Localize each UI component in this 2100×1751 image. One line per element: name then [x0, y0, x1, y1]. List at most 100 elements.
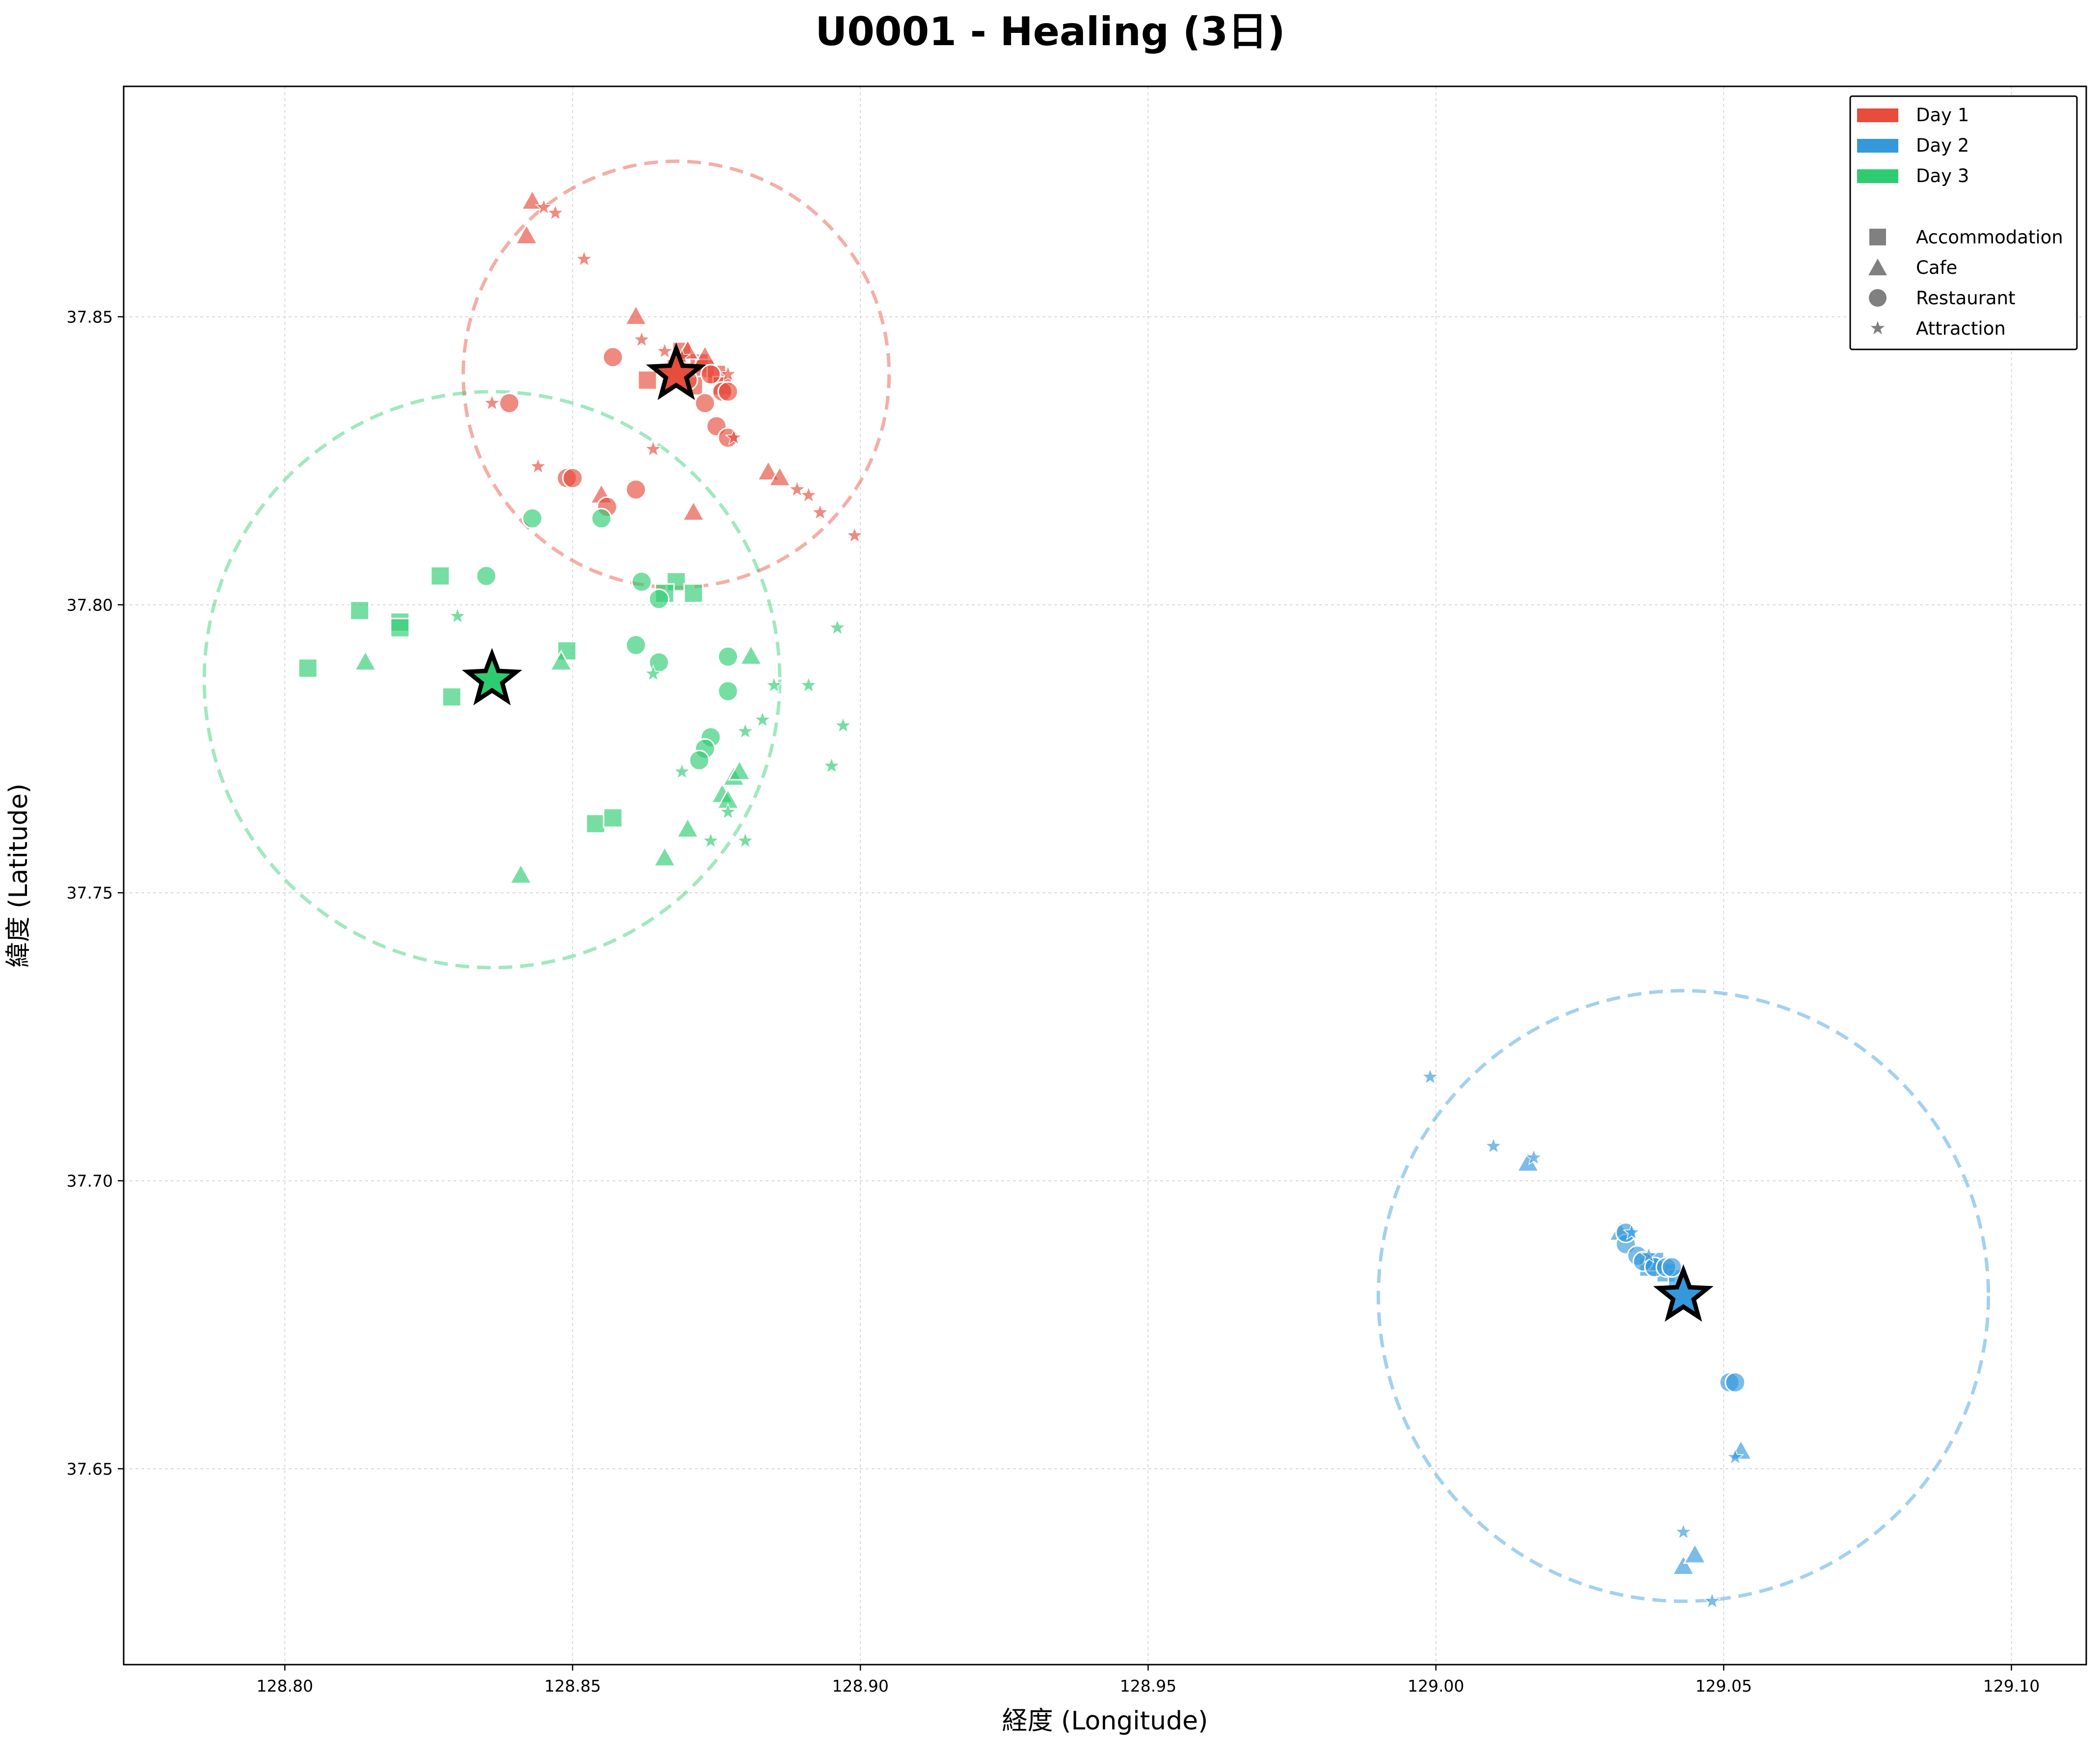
- legend-type-label: Cafe: [1916, 257, 1957, 278]
- plot-frame: [123, 85, 2087, 1666]
- restaurant-point: [717, 381, 739, 402]
- restaurant-point: [625, 635, 647, 656]
- attraction-point: [1674, 1522, 1693, 1540]
- accommodation-point: [603, 808, 623, 828]
- attraction-point: [448, 607, 467, 624]
- legend-square-marker: [1869, 229, 1886, 245]
- attraction-point: [656, 342, 674, 359]
- day-radius-circle: [1377, 989, 1991, 1603]
- legend-box: [1849, 95, 2078, 350]
- attraction-point: [633, 330, 651, 347]
- legend-day-swatch: [1857, 169, 1898, 183]
- cafe-point: [624, 304, 648, 326]
- cafe-point: [681, 500, 706, 522]
- legend-day-swatch: [1857, 108, 1898, 122]
- legend: Day 1 Day 2 Day 3 Accommodation Cafe Restaura…: [1849, 95, 2078, 350]
- restaurant-point: [631, 571, 652, 592]
- attraction-point: [719, 802, 737, 820]
- cafe-point: [549, 649, 573, 671]
- attraction-point: [529, 457, 547, 475]
- accommodation-point: [430, 566, 451, 586]
- legend-star-marker: [1870, 321, 1885, 335]
- cafe-point: [675, 817, 700, 838]
- day-radius-circle: [202, 390, 782, 970]
- attraction-point: [701, 831, 720, 849]
- restaurant-point: [499, 393, 520, 414]
- restaurant-point: [1661, 1256, 1683, 1278]
- cafe-point: [1671, 1554, 1696, 1576]
- restaurant-point: [1725, 1372, 1746, 1393]
- attraction-point: [483, 394, 501, 411]
- x-tick-label: 129.10: [1983, 1676, 2040, 1696]
- attraction-point: [736, 831, 754, 849]
- x-tick-label: 128.90: [832, 1676, 888, 1696]
- attraction-point: [753, 710, 771, 728]
- legend-type-label: Attraction: [1916, 318, 2006, 339]
- chart-title: U0001 - Healing (3日): [815, 9, 1285, 54]
- legend-day-label: Day 3: [1916, 165, 1969, 186]
- attraction-point: [644, 440, 663, 457]
- attraction-point: [823, 756, 841, 774]
- legend-type-label: Accommodation: [1916, 227, 2063, 248]
- x-tick-label: 128.80: [257, 1676, 313, 1696]
- cafe-point: [508, 862, 533, 884]
- restaurant-point: [625, 479, 647, 501]
- day-center-star: [646, 343, 707, 400]
- x-tick-label: 128.85: [544, 1676, 601, 1696]
- restaurant-point: [648, 588, 670, 610]
- y-tick-label: 37.75: [67, 883, 113, 902]
- attraction-point: [1622, 1223, 1641, 1241]
- legend-circle-marker: [1869, 289, 1887, 307]
- attraction-point: [673, 762, 691, 780]
- attraction-point: [534, 198, 553, 215]
- y-tick-label: 37.80: [67, 595, 113, 614]
- attraction-point: [811, 503, 829, 521]
- x-tick-label: 129.00: [1408, 1676, 1464, 1696]
- cafe-point: [514, 223, 539, 245]
- legend-day-swatch: [1857, 139, 1898, 153]
- attraction-point: [1524, 1148, 1543, 1166]
- data-points: [297, 188, 1753, 1609]
- attraction-point: [1421, 1067, 1439, 1085]
- cafe-point: [768, 465, 792, 487]
- accommodation-point: [637, 370, 658, 391]
- y-axis-label: 緯度 (Latitude): [4, 783, 33, 967]
- accommodation-point: [297, 658, 318, 678]
- attraction-point: [719, 365, 737, 382]
- restaurant-point: [694, 393, 716, 414]
- accommodation-point: [585, 813, 606, 834]
- cafe-point: [727, 759, 752, 781]
- grid-lines: [124, 86, 2086, 1665]
- attraction-point: [828, 618, 847, 636]
- attraction-point: [846, 526, 864, 544]
- y-tick-label: 37.65: [67, 1459, 113, 1479]
- attraction-point: [724, 428, 743, 446]
- accommodation-point: [349, 600, 370, 621]
- cafe-point: [1683, 1542, 1707, 1564]
- y-tick-label: 37.85: [67, 307, 113, 326]
- attraction-point: [736, 722, 754, 740]
- cafe-point: [756, 459, 780, 481]
- accommodation-point: [390, 617, 410, 638]
- restaurant-point: [590, 507, 612, 529]
- restaurant-point: [602, 346, 624, 368]
- x-tick-label: 128.95: [1120, 1676, 1176, 1696]
- attraction-point: [1726, 1448, 1744, 1465]
- attraction-point: [1640, 1246, 1658, 1264]
- day-center-markers: [462, 343, 1714, 1322]
- restaurant-point: [700, 364, 721, 385]
- legend-triangle-marker: [1868, 259, 1887, 275]
- attraction-point: [644, 664, 663, 682]
- restaurant-point: [562, 467, 584, 489]
- attraction-point: [834, 716, 852, 734]
- attraction-point: [575, 249, 593, 267]
- attraction-point: [765, 676, 783, 693]
- x-axis-label: 経度 (Longitude): [1002, 1706, 1208, 1736]
- day-center-star: [462, 648, 523, 706]
- accommodation-point: [441, 687, 462, 707]
- attraction-point: [1703, 1592, 1721, 1609]
- cafe-point: [353, 649, 377, 671]
- cafe-point: [652, 845, 677, 867]
- attraction-point: [788, 480, 806, 498]
